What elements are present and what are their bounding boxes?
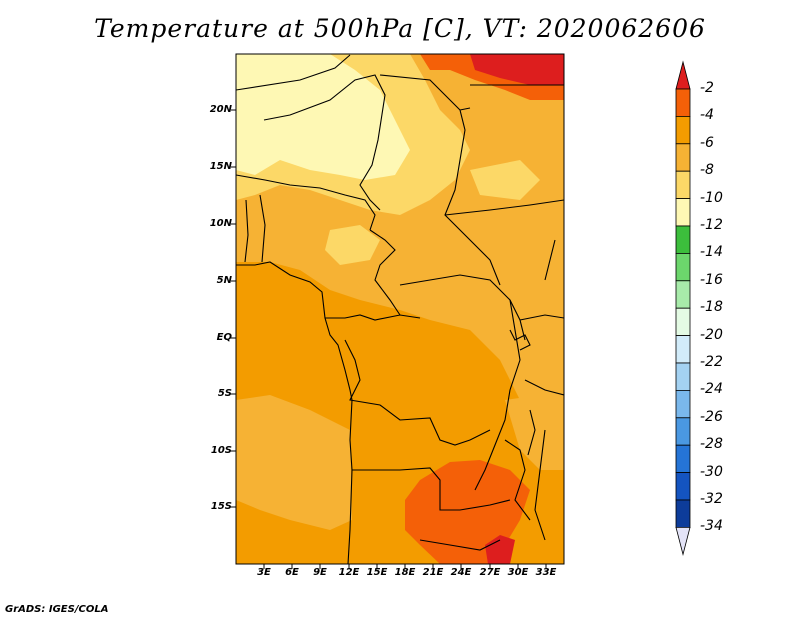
map-frame (235, 53, 565, 565)
lon-tick-label: 12E (338, 567, 360, 578)
colorbar-box (675, 335, 691, 364)
colorbar-label: -6 (700, 134, 714, 151)
lat-tick-label: 10S (210, 445, 232, 456)
colorbar-label: -8 (700, 162, 714, 179)
border-gabon (325, 314, 421, 321)
border-mozambique (534, 429, 546, 541)
temperature-field (236, 54, 564, 564)
colorbar-box (675, 307, 691, 337)
colorbar (675, 60, 691, 556)
country-borders (236, 54, 564, 564)
lon-tick-label: 30E (507, 567, 529, 578)
axis-ticks (231, 109, 547, 569)
lon-tick-label: 24E (450, 567, 472, 578)
lat-tick-label: 20N (209, 104, 232, 115)
border-botswana (419, 539, 501, 551)
colorbar-label: -26 (700, 408, 723, 425)
colorbar-label: -34 (700, 518, 723, 535)
colorbar-box (675, 389, 691, 419)
lon-tick-label: 18E (394, 567, 416, 578)
colorbar-box (675, 170, 691, 199)
grads-credit: GrADS: IGES/COLA (5, 604, 109, 615)
field-band-minus10-minus8-patch2 (470, 160, 540, 200)
colorbar-box (675, 225, 691, 254)
colorbar-label: -16 (700, 271, 723, 288)
field-band-above-minus2-south (485, 535, 515, 564)
border-niger (263, 74, 386, 211)
coastline (236, 261, 353, 564)
field-band-minus8-minus6-sw (236, 395, 352, 530)
colorbar-label: -32 (700, 491, 723, 507)
lat-tick-label: 10N (209, 218, 232, 229)
border-tanzania (524, 379, 564, 396)
border-togo (244, 199, 249, 263)
border-benin (259, 194, 266, 263)
colorbar-top-triangle (675, 60, 691, 90)
lon-tick-label: 27E (479, 567, 501, 578)
colorbar-box (675, 417, 691, 446)
colorbar-label: -14 (700, 244, 723, 261)
colorbar-label: -28 (700, 436, 723, 453)
lat-tick-label: EQ (216, 332, 232, 343)
colorbar-label: -2 (700, 80, 714, 96)
border-great-lakes (474, 299, 521, 491)
lon-tick-label: 9E (313, 567, 327, 578)
colorbar-box (675, 444, 691, 474)
border-drc-angola (344, 339, 491, 446)
chart-title: Temperature at 500hPa [C], VT: 202006260… (94, 14, 706, 43)
lon-tick-label: 6E (285, 567, 299, 578)
lat-tick-label: 5S (217, 388, 232, 399)
border-chad (379, 74, 501, 286)
lon-tick-label: 15E (366, 567, 388, 578)
colorbar-box (675, 88, 691, 117)
lat-tick-label: 15N (209, 161, 232, 172)
colorbar-box (675, 198, 691, 227)
border-uganda-kenya (519, 314, 564, 321)
colorbar-box (675, 362, 691, 391)
lat-tick-label: 5N (216, 275, 232, 286)
border-north (236, 54, 351, 91)
colorbar-box (675, 499, 691, 528)
colorbar-label: -12 (700, 217, 723, 233)
colorbar-label: -22 (700, 354, 723, 370)
border-cameroon (369, 229, 401, 316)
colorbar-label: -4 (700, 107, 714, 124)
border-zambia-malawi (504, 439, 531, 521)
border-ethiopia (544, 239, 556, 281)
lake-malawi (527, 409, 536, 456)
colorbar-box (675, 143, 691, 172)
border-sudan (444, 199, 564, 216)
field-band-above-minus2-north (470, 54, 564, 85)
colorbar-box (675, 116, 691, 145)
colorbar-label: -24 (700, 381, 723, 398)
colorbar-box (675, 472, 691, 501)
field-band-minus10-minus8-patch (325, 225, 380, 265)
colorbar-box (675, 252, 691, 282)
border-nigeria-north (236, 174, 376, 231)
colorbar-label: -10 (700, 189, 723, 206)
field-band-minus12-minus10 (236, 54, 410, 180)
colorbar-bottom-triangle (675, 527, 691, 556)
border-angola-south (352, 467, 511, 511)
lon-tick-label: 33E (535, 567, 557, 578)
lon-tick-label: 21E (422, 567, 444, 578)
lake-victoria (509, 329, 531, 351)
colorbar-label: -18 (700, 299, 723, 316)
border-egypt-corner (459, 107, 471, 111)
colorbar-box (675, 280, 691, 309)
colorbar-label: -30 (700, 463, 723, 480)
lon-tick-label: 3E (257, 567, 271, 578)
colorbar-label: -20 (700, 326, 723, 343)
lat-tick-label: 15S (210, 501, 232, 512)
